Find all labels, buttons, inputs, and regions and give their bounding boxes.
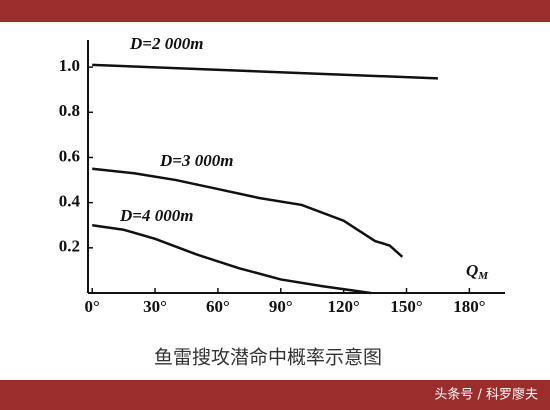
line [92, 167, 404, 258]
caption: 鱼雷搜攻潜命中概率示意图 [154, 347, 382, 369]
x-tick-label: 0° [85, 297, 100, 316]
series-label: D=2 000m [129, 34, 203, 53]
x-tick-label: 30° [143, 297, 167, 316]
y-tick-label: 1.0 [59, 56, 80, 75]
line [92, 223, 372, 295]
y-tick-label: 0.6 [59, 146, 80, 165]
x-tick-label: 120° [327, 297, 359, 316]
x-tick-label: 60° [206, 297, 230, 316]
line [92, 63, 438, 80]
series-label: D=4 000m [119, 206, 193, 225]
series-label: D=3 000m [159, 151, 233, 170]
x-axis-label: QM [466, 261, 489, 282]
y-tick-label: 0.8 [59, 101, 80, 120]
x-tick-label: 90° [269, 297, 293, 316]
y-tick-label: 0.2 [59, 237, 80, 256]
top-bar [0, 0, 550, 22]
x-tick-label: 150° [390, 297, 422, 316]
y-tick-label: 0.4 [59, 192, 81, 211]
x-tick-label: 180° [453, 297, 485, 316]
bottom-bar [0, 380, 550, 410]
watermark: 头条号 / 科罗廖夫 [434, 387, 538, 403]
